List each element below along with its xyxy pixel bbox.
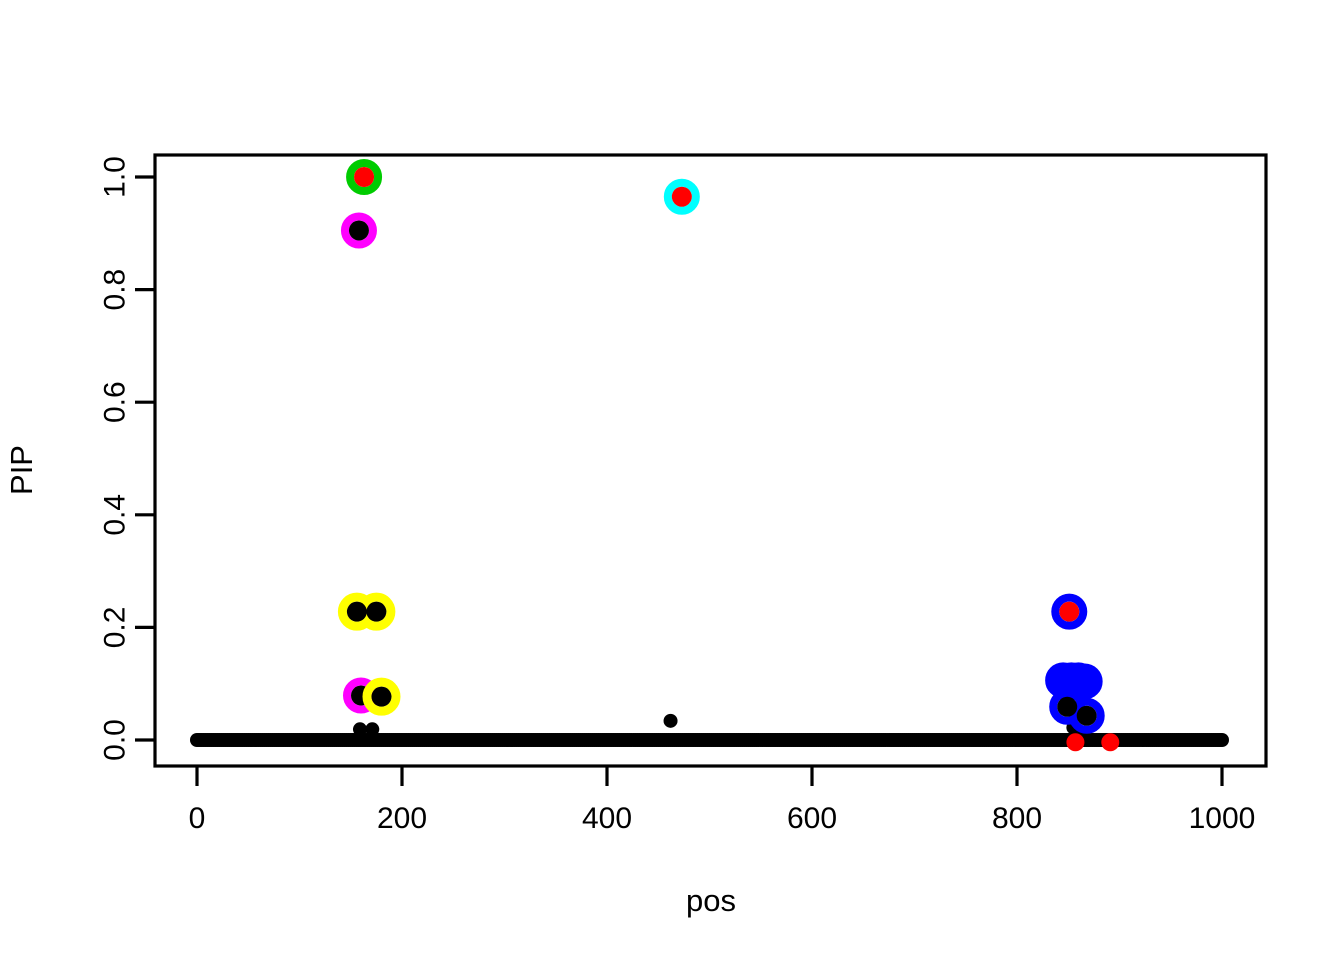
pip-zero-baseline-band bbox=[190, 733, 1229, 747]
point-marker bbox=[348, 220, 369, 241]
y-axis-ticks bbox=[135, 175, 155, 742]
point-marker bbox=[1059, 601, 1080, 622]
y-axis-tick-labels: 0.0 0.2 0.4 0.6 0.8 1.0 bbox=[99, 156, 132, 761]
x-tick-label: 1000 bbox=[1189, 802, 1256, 835]
point-marker bbox=[354, 167, 375, 187]
x-tick-label: 200 bbox=[377, 802, 427, 835]
point-marker bbox=[1076, 705, 1097, 726]
series-blue-highlight-red bbox=[1051, 593, 1088, 630]
x-axis-title: pos bbox=[686, 883, 736, 918]
point-marker bbox=[352, 722, 367, 737]
series-yellow-highlight bbox=[337, 592, 401, 716]
point-ring bbox=[346, 159, 383, 195]
y-tick-label: 0.4 bbox=[99, 494, 132, 536]
series-green-highlight bbox=[346, 159, 383, 195]
plot-frame bbox=[153, 153, 1268, 768]
point-marker bbox=[671, 186, 692, 207]
y-tick-label: 1.0 bbox=[99, 156, 132, 198]
x-axis-ticks bbox=[195, 766, 1224, 786]
point-ring bbox=[1068, 697, 1105, 734]
y-tick-label: 0.0 bbox=[99, 719, 132, 761]
y-tick-label: 0.2 bbox=[99, 607, 132, 649]
x-tick-label: 600 bbox=[787, 802, 837, 835]
x-axis-tick-labels: 0 200 400 600 800 1000 bbox=[189, 802, 1256, 835]
point-ring bbox=[362, 677, 401, 716]
point-marker bbox=[663, 713, 678, 728]
point-marker bbox=[1066, 733, 1085, 752]
point-marker bbox=[1074, 671, 1095, 692]
point-marker bbox=[1101, 733, 1120, 752]
point-marker bbox=[366, 601, 387, 622]
point-marker bbox=[1057, 673, 1078, 694]
x-tick-label: 400 bbox=[582, 802, 632, 835]
y-tick-label: 0.6 bbox=[99, 381, 132, 423]
point-ring bbox=[663, 178, 700, 215]
point-ring bbox=[340, 212, 377, 249]
series-blue-highlight-black bbox=[1049, 688, 1105, 734]
x-tick-label: 0 bbox=[189, 802, 206, 835]
y-axis-title: PIP bbox=[4, 445, 39, 495]
point-marker bbox=[371, 686, 392, 707]
point-marker bbox=[346, 601, 367, 622]
point-marker bbox=[1057, 696, 1078, 717]
series-cyan-highlight bbox=[663, 178, 700, 215]
data-point-layer bbox=[337, 159, 1120, 752]
x-tick-label: 800 bbox=[992, 802, 1042, 835]
series-red-baseline bbox=[1066, 733, 1120, 752]
point-ring bbox=[1051, 593, 1088, 630]
y-tick-label: 0.8 bbox=[99, 269, 132, 311]
point-marker bbox=[365, 722, 380, 737]
